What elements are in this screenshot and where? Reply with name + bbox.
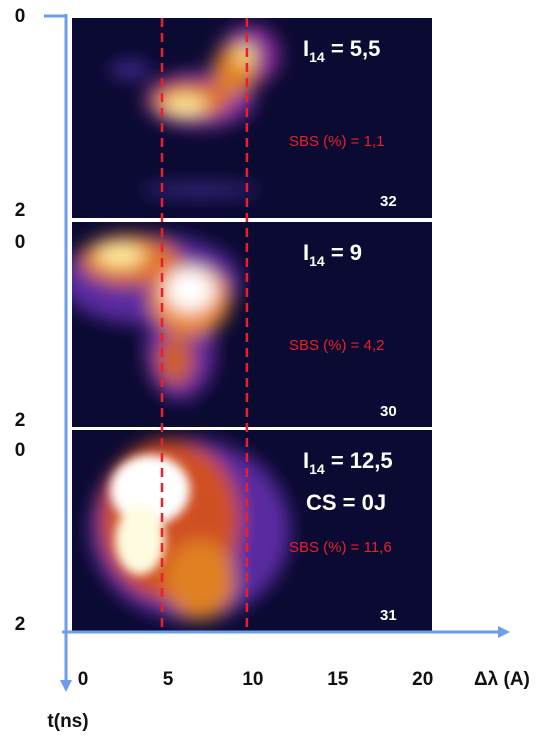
y-tick-label: 0 (15, 440, 26, 461)
sbs-label: SBS (%) = 11,6 (289, 539, 392, 556)
y-tick-label: 2 (15, 200, 26, 221)
intensity-value: = 5,5 (325, 36, 381, 61)
intensity-label: I14 = 9 (303, 240, 362, 269)
x-tick-label: 0 (78, 669, 89, 690)
separator (72, 427, 432, 430)
intensity-symbol: I (303, 240, 309, 265)
y-tick-label: 2 (15, 410, 26, 431)
y-axis-label: t(ns) (47, 711, 88, 732)
shot-number: 30 (380, 403, 397, 420)
shot-number: 32 (380, 193, 397, 210)
x-axis-label: Δλ (A) (474, 669, 530, 690)
y-axis-arrow (60, 680, 72, 692)
shot-number: 31 (380, 607, 397, 624)
panel-image (72, 18, 432, 218)
sbs-label: SBS (%) = 1,1 (289, 133, 384, 150)
x-tick-label: 5 (163, 669, 174, 690)
intensity-label: I14 = 12,5 (303, 448, 393, 477)
panel-image (72, 430, 432, 632)
y-tick-label: 0 (15, 232, 26, 253)
sbs-label: SBS (%) = 4,2 (289, 337, 384, 354)
panel-image (72, 222, 432, 428)
intensity-value: = 12,5 (325, 448, 393, 473)
x-tick-label: 15 (327, 669, 349, 690)
y-tick-label: 2 (15, 614, 26, 635)
intensity-symbol: I (303, 36, 309, 61)
x-tick-label: 20 (412, 669, 433, 690)
y-tick-label: 0 (15, 6, 26, 27)
intensity-label: I14 = 5,5 (303, 36, 380, 65)
x-tick-label: 10 (242, 669, 263, 690)
intensity-subscript: 14 (309, 461, 325, 477)
x-axis-arrow (498, 626, 510, 638)
separator (72, 218, 432, 222)
intensity-symbol: I (303, 448, 309, 473)
intensity-subscript: 14 (309, 253, 325, 269)
intensity-value: = 9 (325, 240, 362, 265)
cs-label: CS = 0J (306, 490, 386, 515)
intensity-subscript: 14 (309, 49, 325, 65)
